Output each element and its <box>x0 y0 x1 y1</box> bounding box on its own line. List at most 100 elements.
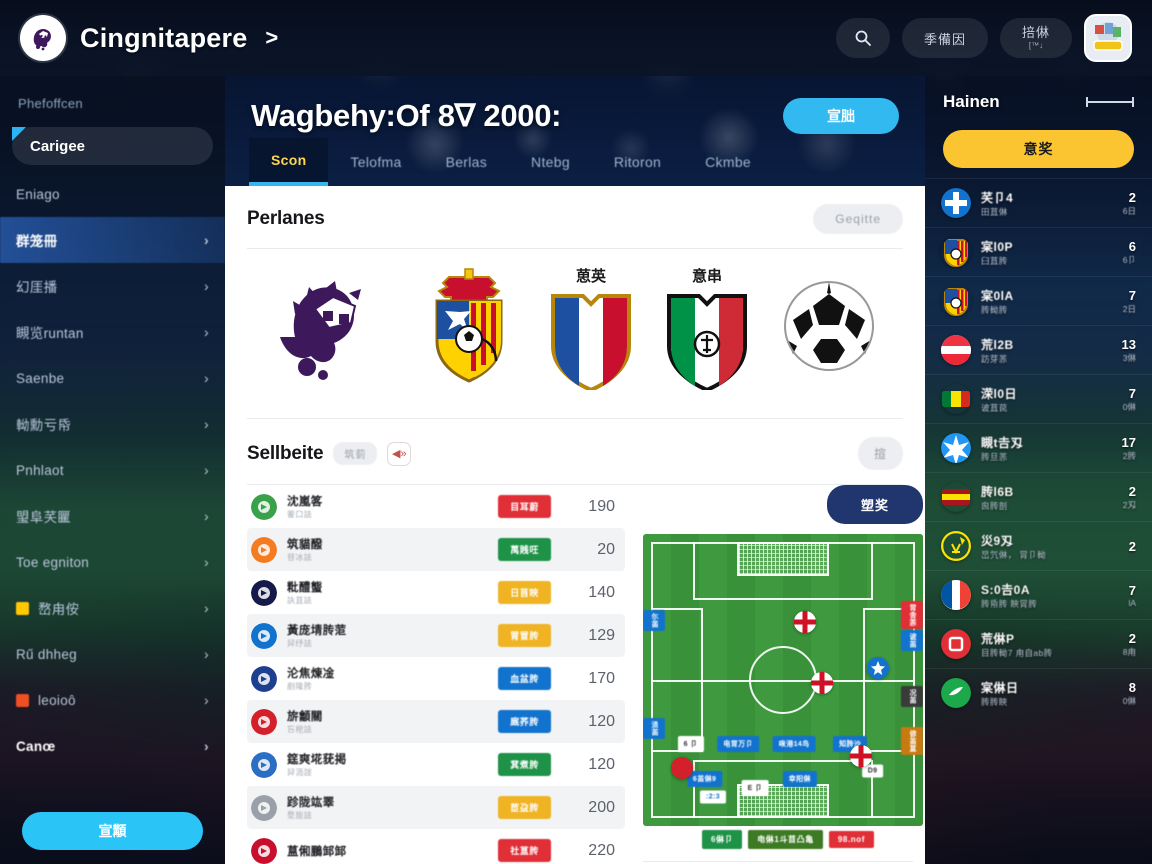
england-flag-marker[interactable] <box>850 744 873 767</box>
sidebar-item-4[interactable]: Saenbe › <box>0 355 225 401</box>
tab-4[interactable]: Ritoron <box>613 154 662 170</box>
sidebar-cta-button[interactable]: 宣顜 <box>22 812 203 850</box>
pitch-player-tag-4[interactable]: 6苖㑣9 <box>686 771 723 788</box>
sidebar-item-9[interactable]: 嵍甪侒 › <box>0 585 225 631</box>
club-bull-icon <box>251 837 277 864</box>
status-badge: 茞盁䏝 <box>498 796 551 819</box>
table-row-name: 沈嵐笿 <box>287 496 323 508</box>
list-item-value: 8 <box>1128 679 1136 695</box>
pitch-player-tag-5[interactable]: 幸阳㑣 <box>782 771 817 788</box>
list-item-subvalue: 2日 <box>1122 303 1136 314</box>
standings-action-button[interactable]: 揎 <box>857 437 903 470</box>
list-item[interactable]: 䏝l6B 囪䏝剖 2 2刄 <box>925 472 1152 521</box>
list-item[interactable]: 溁l0日 诐苴苠 7 0㑣 <box>925 374 1152 423</box>
league-badge-france[interactable]: 葸英 <box>547 265 635 390</box>
pitch-player-tag-1[interactable]: 电冐万卩 <box>717 736 759 753</box>
league-badge-italy[interactable]: 意串 <box>663 265 751 390</box>
table-row[interactable]: 筳爽埖莸掲 舁洏詜 萁煮䏝 120 <box>247 743 625 786</box>
pitch-player-tag-8[interactable]: D9 <box>861 764 884 778</box>
tab-2[interactable]: Berlas <box>445 154 488 170</box>
right-sidebar-cta-button[interactable]: 意奖 <box>943 130 1134 168</box>
brand[interactable]: Cingnitapere > <box>20 15 278 61</box>
sidebar-item-0[interactable]: Eniago <box>0 171 225 217</box>
red-dot-marker[interactable] <box>671 756 694 779</box>
standings-chip[interactable]: 筑菿 <box>333 442 378 465</box>
sidebar-item-5[interactable]: 軪勳亏帋 › <box>0 401 225 447</box>
sidebar-selected-item[interactable]: Carigee <box>12 127 213 165</box>
football-pitch[interactable]: 尓苖 涢苖 冐舎䓇 诐苖 况苖 偐苖蒀 6 卩电冐万卩 咴港14鸟 知䏝沙 6苖㑣9 幸阳㑣 E 卩:… <box>643 534 923 826</box>
main-content: Wagbehy:Of 8∇ 2000: 宣朏 Scon Telofma Berlas… <box>225 76 925 864</box>
search-button[interactable] <box>835 18 890 58</box>
table-row[interactable]: 沦焦煉凎 剷隆䏝 血盆䏝 170 <box>247 657 625 700</box>
list-item[interactable]: 荒㑣P 目䏝軪7 甪自ab䏝 2 8甪 <box>925 619 1152 668</box>
topbar-button-2[interactable]: 掊㑣 [™↓ <box>999 18 1072 58</box>
list-item-sub: 䏝帋䏝 䀹冐䏝 <box>981 598 1038 609</box>
club-nordic-icon <box>251 665 277 692</box>
tab-0[interactable]: Scon <box>249 138 329 186</box>
lion-crest-icon <box>20 15 66 61</box>
page-title: Wagbehy:Of 8∇ 2000: <box>251 98 562 133</box>
england-flag-marker[interactable] <box>794 610 817 633</box>
list-item[interactable]: S:0𠮷0A 䏝帋䏝 䀹冐䏝 7 lA <box>925 570 1152 619</box>
sidebar-item-label: 群笼冊 <box>16 234 58 249</box>
list-item[interactable]: 宲0lA 䏝軪䏝 7 2日 <box>925 276 1152 325</box>
sidebar-item-11[interactable]: leoioô › <box>0 677 225 723</box>
pitch-player-tag-2[interactable]: 咴港14鸟 <box>772 736 816 753</box>
brand-title: Cingnitapere <box>80 22 248 53</box>
table-row-name: 蒀俰鵬䣃䣃 <box>287 845 347 858</box>
league-badge-laliga[interactable] <box>419 267 519 389</box>
sidebar-item-10[interactable]: Rű dhheg › <box>0 631 225 677</box>
sidebar-item-3[interactable]: 瞡览runtan › <box>0 309 225 355</box>
user-avatar-icon[interactable] <box>1084 14 1132 62</box>
england-flag-marker[interactable] <box>811 671 834 694</box>
list-item[interactable]: 荒l2B 趽芽䓇 13 3㑣 <box>925 325 1152 374</box>
list-item-values: 2 6日 <box>1123 190 1136 217</box>
table-row[interactable]: 沈嵐笿 蒮口詓 目耳蔚 190 <box>247 485 625 528</box>
list-item[interactable]: 瞡t𠮷刄 䏝旦䓇 17 2䏝 <box>925 423 1152 472</box>
status-badge: 血盆䏝 <box>498 667 551 690</box>
topbar-button-2-label: 掊㑣 <box>1021 24 1050 40</box>
sound-icon[interactable]: ◀» <box>387 441 412 466</box>
sidebar-item-8[interactable]: Toe egniton › <box>0 539 225 585</box>
table-row[interactable]: 筑貓醱 苷冰詓 萬賎㕵 20 <box>247 528 625 571</box>
sidebar-item-7[interactable]: 琞阜芺匷 › <box>0 493 225 539</box>
list-item-value: 2 <box>1128 538 1136 554</box>
club-star-marker[interactable] <box>867 657 890 680</box>
sidebar-item-12[interactable]: Canœ › <box>0 723 225 769</box>
pitch-player-tag-6[interactable]: E 卩 <box>741 780 769 797</box>
tab-5[interactable]: Ckmbe <box>705 154 751 170</box>
table-row[interactable]: 黃庞埥䏝菃 舁纾詓 冐冒䏝 129 <box>247 614 625 657</box>
pitch-player-tag-0[interactable]: 6 卩 <box>677 736 704 753</box>
pitch-player-tag-7[interactable]: :2:3 <box>699 790 727 804</box>
hero-action-button[interactable]: 宣朏 <box>783 98 899 134</box>
sidebar-item-6[interactable]: Pnhlaot › <box>0 447 225 493</box>
tab-1[interactable]: Telofma <box>350 154 402 170</box>
table-row[interactable]: 旂龥關 吂梎詓 廐荞䏝 120 <box>247 700 625 743</box>
list-item[interactable]: 宲㑣日 䏝䏝䀹 8 0㑣 <box>925 668 1152 717</box>
table-row[interactable]: 粃醴螚 訙苴詓 日苜䀹 140 <box>247 571 625 614</box>
topbar-button-1[interactable]: 季備因 <box>901 18 988 58</box>
league-badge-ball[interactable] <box>779 276 879 380</box>
leagues-action-button[interactable]: Geqitte <box>813 204 903 234</box>
sidebar-item-label: Saenbe <box>16 370 65 386</box>
list-item-sub: 趽芽䓇 <box>981 353 1008 364</box>
france-flag-icon <box>941 580 971 610</box>
list-item[interactable]: 芺卩4 田苴㑣 2 6日 <box>925 178 1152 227</box>
formation-action-button[interactable]: 塑奖 <box>826 485 923 524</box>
list-item-subvalue: 2刄 <box>1122 499 1136 510</box>
sidebar-item-2[interactable]: 幻厓播 › <box>0 263 225 309</box>
list-item-values: 2 <box>1129 539 1136 554</box>
tab-3[interactable]: Ntebg <box>531 154 570 170</box>
table-row[interactable]: 跈陇竑睪 堥旎詓 茞盁䏝 200 <box>247 786 625 829</box>
league-badge-premier[interactable] <box>271 267 391 389</box>
list-item-subvalue: 6卩 <box>1122 254 1136 265</box>
list-item[interactable]: 災9刄 旵氕㑣， 冐卩軪 2 <box>925 521 1152 570</box>
table-row-name: 粃醴螚 <box>287 582 323 594</box>
range-slider-icon[interactable] <box>1086 97 1134 107</box>
sidebar-item-label: Pnhlaot <box>16 462 64 478</box>
sidebar-item-1[interactable]: 群笼冊 › <box>0 217 225 263</box>
list-item[interactable]: 宲l0P 臼苴䏝 6 6卩 <box>925 227 1152 276</box>
pitch-center-circle <box>749 646 817 714</box>
topbar-button-1-label: 季備因 <box>923 31 966 47</box>
table-row[interactable]: 蒀俰鵬䣃䣃 社蒀䏝 220 <box>247 829 625 864</box>
